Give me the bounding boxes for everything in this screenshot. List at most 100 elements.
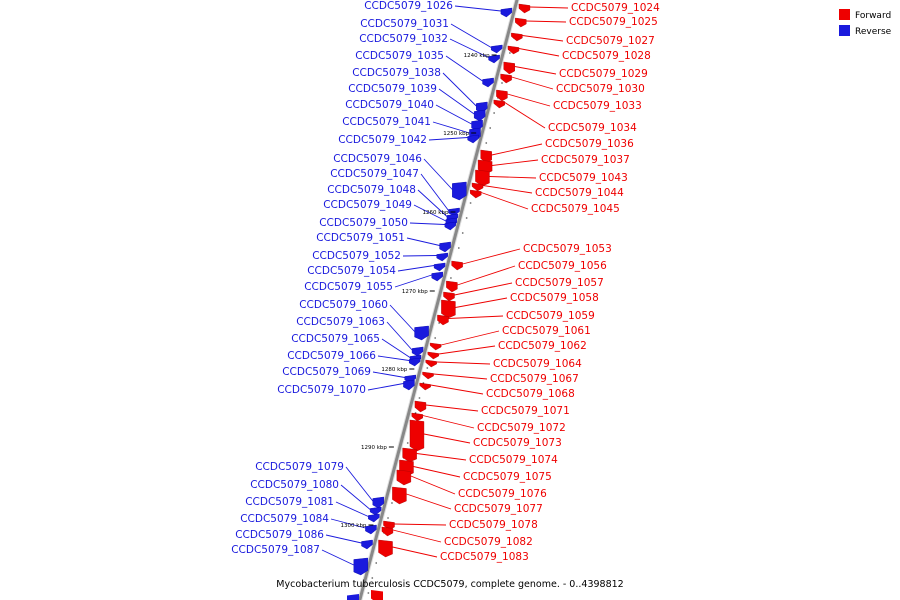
forward-gene-feature — [475, 169, 490, 187]
forward-leader-line — [514, 66, 557, 75]
forward-gene-label: CCDC5079_1045 — [531, 203, 620, 215]
forward-gene-feature — [441, 299, 456, 319]
reverse-gene-feature — [439, 241, 451, 253]
forward-gene-feature — [451, 260, 463, 271]
forward-leader-line — [436, 361, 491, 365]
gene-labels-layer: CCDC5079_1024 CCDC5079_1025 CCDC5079_1027 C… — [231, 0, 660, 563]
reverse-gene-feature — [488, 54, 500, 64]
reverse-gene-feature — [433, 262, 446, 272]
reverse-gene-feature — [491, 44, 503, 54]
reverse-gene-feature — [361, 539, 373, 550]
forward-gene-label: CCDC5079_1058 — [510, 292, 599, 304]
reverse-gene-label: CCDC5079_1038 — [352, 67, 441, 79]
scale-marks-layer: 1240 kbp 1250 kbp 1260 kbp 1270 kbp 1280 kbp… — [341, 53, 497, 529]
reverse-gene-feature — [452, 181, 467, 201]
reverse-gene-feature — [403, 379, 415, 391]
scale-mark-label: 1270 kbp — [402, 289, 428, 295]
forward-gene-label: CCDC5079_1073 — [473, 437, 562, 449]
forward-gene-feature — [425, 359, 437, 368]
forward-leader-line — [406, 493, 452, 510]
legend: Forward Reverse — [839, 9, 892, 37]
forward-gene-feature — [515, 17, 527, 28]
forward-gene-feature — [381, 526, 394, 537]
reverse-leader-line — [454, 5, 501, 12]
reverse-leader-line — [394, 274, 432, 288]
forward-gene-label: CCDC5079_1028 — [562, 50, 651, 62]
forward-leader-line — [522, 35, 564, 42]
reverse-leader-line — [397, 265, 435, 272]
forward-gene-label: CCDC5079_1029 — [559, 68, 648, 80]
forward-gene-feature — [471, 182, 484, 192]
reverse-gene-label: CCDC5079_1041 — [342, 116, 431, 128]
forward-gene-label: CCDC5079_1062 — [498, 340, 587, 352]
reverse-gene-label: CCDC5079_1049 — [323, 199, 412, 211]
reverse-gene-label: CCDC5079_1080 — [250, 479, 339, 491]
forward-gene-feature — [470, 189, 482, 199]
forward-gene-label: CCDC5079_1068 — [486, 388, 575, 400]
forward-leader-line — [422, 415, 475, 429]
forward-leader-line — [507, 93, 551, 107]
forward-leader-line — [489, 176, 537, 179]
forward-gene-label: CCDC5079_1056 — [518, 260, 607, 272]
forward-leader-line — [410, 475, 456, 495]
forward-gene-feature — [443, 291, 455, 302]
forward-leader-line — [438, 345, 496, 355]
forward-gene-label: CCDC5079_1057 — [515, 277, 604, 289]
reverse-gene-label: CCDC5079_1052 — [312, 250, 401, 262]
leader-lines-layer — [321, 5, 569, 566]
reverse-leader-line — [449, 38, 489, 58]
forward-leader-line — [482, 185, 533, 194]
reverse-leader-line — [340, 484, 371, 510]
reverse-leader-line — [409, 222, 445, 225]
forward-leader-line — [529, 6, 569, 9]
legend-reverse-swatch — [839, 25, 850, 36]
forward-gene-feature — [507, 45, 520, 55]
reverse-gene-label: CCDC5079_1054 — [307, 265, 396, 277]
reverse-gene-label: CCDC5079_1035 — [355, 50, 444, 62]
reverse-gene-label: CCDC5079_1079 — [255, 461, 344, 473]
backbone-layer — [357, 0, 520, 600]
scale-mark-label: 1300 kbp — [341, 523, 367, 529]
forward-gene-feature — [409, 419, 425, 452]
reverse-gene-feature — [414, 325, 429, 341]
forward-gene-label: CCDC5079_1078 — [449, 519, 538, 531]
forward-leader-line — [423, 433, 471, 444]
reverse-leader-line — [330, 518, 366, 529]
forward-gene-label: CCDC5079_1024 — [571, 2, 660, 14]
forward-gene-feature-partial — [371, 590, 383, 600]
reverse-leader-line — [428, 137, 468, 141]
forward-gene-label: CCDC5079_1037 — [541, 154, 630, 166]
forward-gene-feature — [446, 280, 458, 293]
reverse-leader-line — [367, 383, 404, 391]
forward-gene-label: CCDC5079_1033 — [553, 100, 642, 112]
reverse-leader-line — [402, 255, 437, 257]
reverse-gene-label: CCDC5079_1050 — [319, 217, 408, 229]
forward-gene-label: CCDC5079_1076 — [458, 488, 547, 500]
legend-forward-label: Forward — [855, 11, 891, 21]
forward-leader-line — [511, 76, 554, 90]
forward-gene-feature — [518, 3, 531, 14]
reverse-gene-feature — [473, 109, 486, 122]
reverse-gene-feature — [368, 513, 380, 523]
scale-mark-label: 1260 kbp — [423, 210, 449, 216]
forward-gene-label: CCDC5079_1044 — [535, 187, 624, 199]
forward-gene-feature — [419, 382, 431, 391]
forward-leader-line — [454, 282, 513, 296]
reverse-gene-label: CCDC5079_1047 — [330, 168, 419, 180]
forward-gene-feature — [396, 469, 412, 486]
reverse-gene-label: CCDC5079_1039 — [348, 83, 437, 95]
reverse-gene-feature — [482, 77, 494, 88]
reverse-gene-feature — [372, 496, 384, 509]
reverse-gene-label: CCDC5079_1042 — [338, 134, 427, 146]
reverse-leader-line — [442, 72, 477, 107]
reverse-gene-label: CCDC5079_1086 — [235, 529, 324, 541]
forward-leader-line — [433, 373, 488, 380]
reverse-leader-line — [450, 23, 492, 48]
forward-gene-feature — [402, 447, 417, 463]
map-caption: Mycobacterium tuberculosis CCDC5079, com… — [276, 579, 623, 590]
forward-leader-line — [392, 546, 438, 558]
forward-leader-line — [441, 330, 500, 346]
reverse-gene-label: CCDC5079_1070 — [277, 384, 366, 396]
forward-gene-feature — [422, 371, 434, 380]
